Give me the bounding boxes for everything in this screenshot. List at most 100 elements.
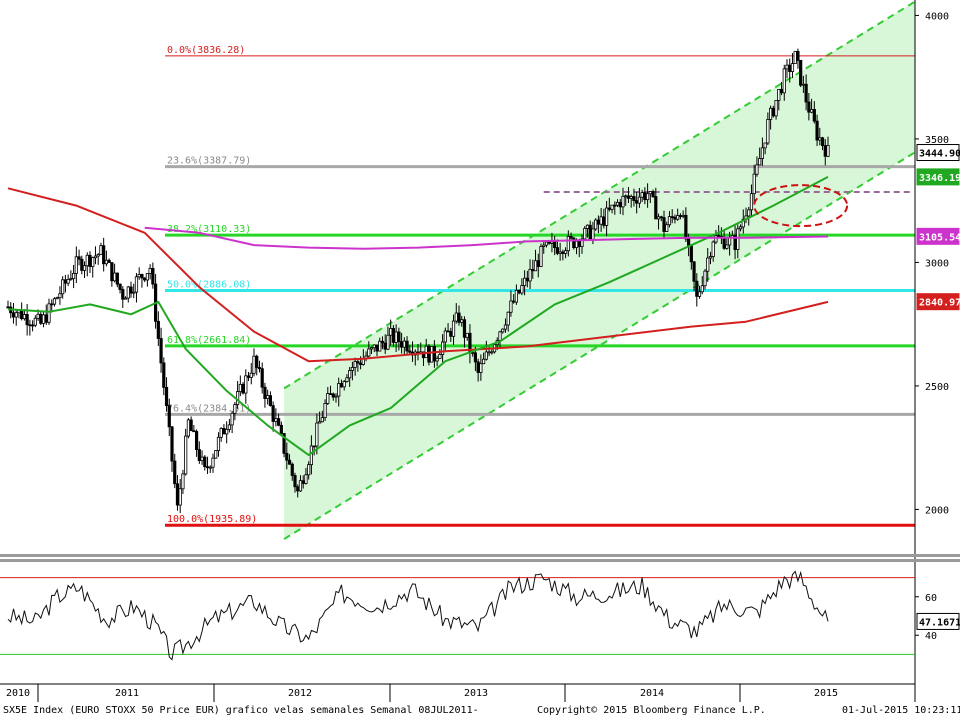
candle (192, 424, 196, 433)
candle (30, 320, 35, 332)
candle (244, 369, 248, 404)
candle (156, 311, 160, 347)
svg-text:3444.90: 3444.90 (919, 149, 960, 160)
x-tick-label: 2015 (814, 688, 838, 699)
svg-text:47.1671: 47.1671 (919, 617, 960, 628)
candle (63, 274, 67, 293)
highlight-ellipse (753, 184, 849, 228)
candle (219, 427, 223, 442)
price-tag: 3444.90 (916, 144, 960, 162)
candle (782, 64, 786, 101)
candle (74, 246, 78, 283)
candle (80, 255, 84, 275)
candle (184, 428, 188, 476)
trend-channel-lower (283, 151, 915, 540)
candle (249, 363, 253, 385)
candle (812, 101, 816, 124)
price-tag: 3346.19 (916, 168, 960, 186)
fib-level-label: 38.2%(3110.33) (167, 224, 251, 235)
candle (523, 270, 527, 296)
candle (102, 237, 106, 272)
candle (367, 341, 371, 359)
candle (255, 354, 259, 376)
candle (555, 239, 560, 256)
footer-copyright: Copyright© 2015 Bloomberg Finance L.P. (537, 705, 766, 716)
candle (435, 355, 439, 367)
price-tag: 2840.97 (916, 293, 960, 311)
svg-text:2840.97: 2840.97 (919, 298, 960, 309)
candle (208, 465, 212, 474)
oscillator-y-tick-label: 40 (925, 631, 937, 642)
candle (613, 201, 617, 215)
candle (132, 283, 136, 299)
fib-level-label: 0.0%(3836.28) (167, 45, 245, 56)
price-panel: 0.0%(3836.28) 23.6%(3387.79) 38.2%(3110.33… (6, 0, 915, 540)
candle (506, 311, 510, 332)
candle (77, 249, 81, 266)
candle (110, 262, 114, 287)
candle (605, 200, 609, 237)
candle (632, 188, 636, 207)
candle (430, 346, 434, 363)
candle (738, 224, 743, 232)
chart-footer: SX5E Index (EURO STOXX 50 Price EUR) gra… (0, 703, 960, 720)
footer-description: SX5E Index (EURO STOXX 50 Price EUR) gra… (3, 705, 479, 716)
candle (451, 314, 456, 345)
candle (438, 349, 442, 359)
candle (356, 358, 360, 372)
candle (747, 206, 751, 226)
candle (566, 230, 570, 257)
candle (159, 327, 163, 373)
candle (268, 391, 273, 407)
candle (39, 310, 43, 326)
candle (711, 240, 715, 262)
candle (230, 410, 234, 434)
candle (271, 401, 275, 432)
candle (33, 315, 37, 328)
x-tick-label: 2010 (6, 688, 30, 699)
price-tag: 3105.54 (916, 227, 960, 245)
candle (796, 48, 800, 69)
trend-channel-fill (284, 1, 915, 540)
candle (815, 114, 819, 147)
trend-channel-upper (283, 0, 915, 390)
x-tick-label: 2014 (640, 688, 664, 699)
candle (386, 326, 390, 351)
candle (700, 276, 704, 295)
candle (331, 392, 335, 401)
candle (766, 112, 770, 146)
candle (235, 381, 240, 409)
candle (246, 371, 251, 381)
y-tick-label: 2000 (925, 505, 949, 516)
candle (514, 284, 519, 305)
candle (205, 456, 210, 474)
candle (777, 89, 781, 111)
candle (326, 386, 330, 406)
candle (580, 234, 584, 254)
candle (52, 297, 57, 307)
candle (14, 309, 18, 326)
candle (337, 377, 341, 407)
candle (405, 336, 409, 356)
candle (28, 319, 32, 336)
candle (350, 361, 355, 381)
candle (479, 354, 483, 381)
candle (129, 281, 133, 298)
candle (118, 283, 122, 294)
candle (241, 382, 245, 395)
candle (692, 261, 696, 292)
candle (140, 273, 144, 288)
candle (315, 413, 319, 455)
oscillator-line (7, 570, 829, 661)
candle (6, 300, 10, 309)
candle (826, 136, 830, 158)
candle (763, 142, 767, 155)
candle (238, 375, 242, 397)
candle (91, 256, 95, 278)
candle (736, 224, 740, 259)
candle (41, 310, 46, 328)
candle (162, 357, 166, 396)
candle (697, 285, 702, 299)
fib-level-label: 50.0%(2886.08) (167, 280, 251, 291)
